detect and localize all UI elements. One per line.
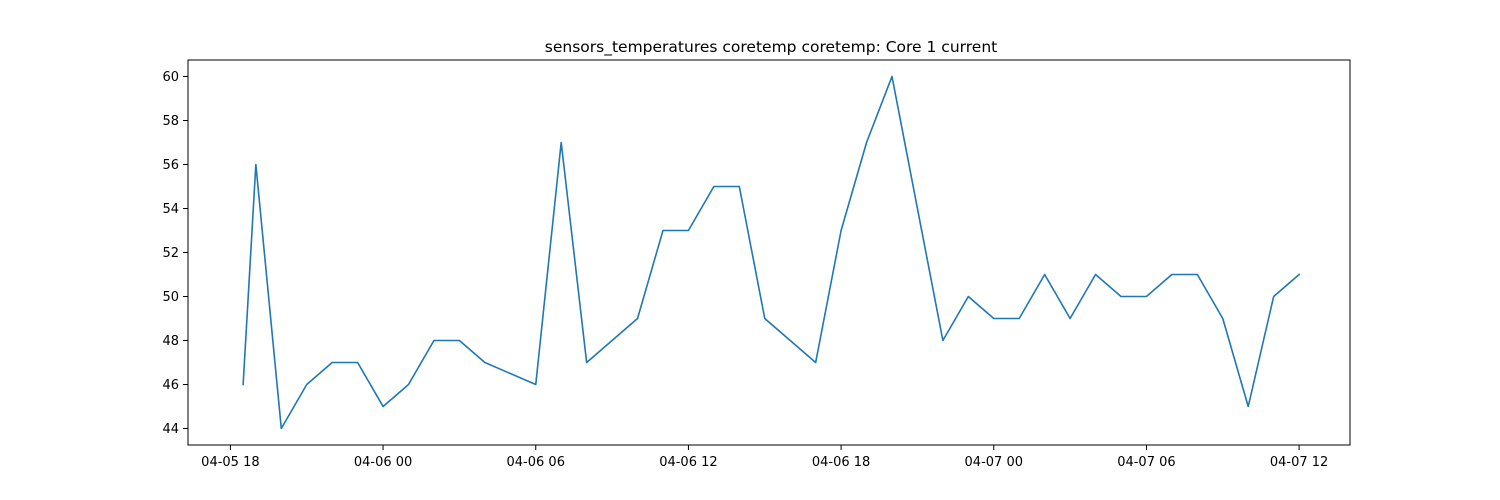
chart-title: sensors_temperatures coretemp coretemp: … [545, 38, 997, 57]
y-tick-label: 54 [162, 202, 179, 217]
y-tick-label: 56 [162, 158, 179, 173]
plot-area: 04-05 18 04-06 00 04-06 06 04-06 12 04-06 18… [162, 59, 1351, 470]
series-line-0 [242, 75, 1301, 430]
y-tick-label: 58 [162, 114, 179, 129]
y-tick-label: 48 [162, 334, 179, 349]
y-tick-label: 46 [162, 378, 179, 393]
x-tick-label: 04-05 18 [201, 455, 259, 470]
x-tick-label: 04-06 18 [812, 455, 870, 470]
x-tick-label: 04-06 06 [507, 455, 565, 470]
y-tick-label: 44 [162, 422, 179, 437]
y-tick-label: 52 [162, 246, 179, 261]
y-tick-label: 60 [162, 70, 179, 85]
axes-frame [187, 59, 1351, 446]
x-tick-label: 04-06 00 [354, 455, 412, 470]
x-tick-label: 04-07 00 [965, 455, 1023, 470]
x-tick-label: 04-07 06 [1117, 455, 1175, 470]
x-tick-label: 04-07 12 [1270, 455, 1328, 470]
x-tick-label: 04-06 12 [659, 455, 717, 470]
y-tick-label: 50 [162, 290, 179, 305]
